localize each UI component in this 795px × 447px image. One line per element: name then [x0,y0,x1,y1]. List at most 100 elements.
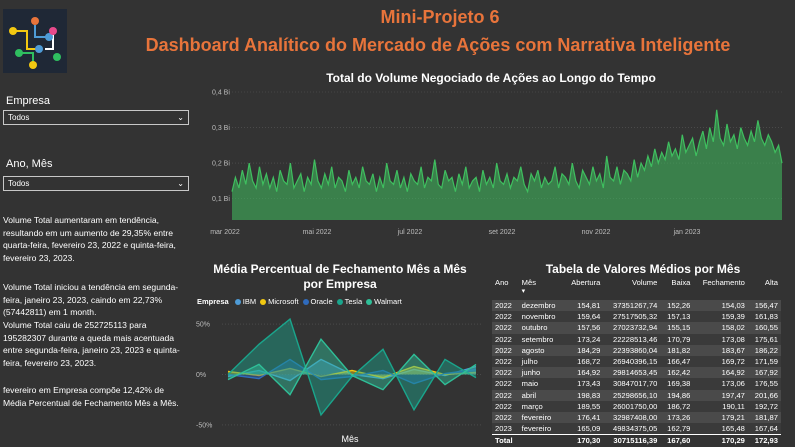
table-cell: 162,79 [660,423,694,435]
table-cell: fevereiro [518,423,564,435]
logo [3,9,67,73]
table-row[interactable]: 2023 fevereiro 165,09 49834375,05 162,79 165,… [492,423,781,435]
table-cell: 159,39 [693,311,748,323]
table-cell: 189,55 [563,400,604,412]
table-row[interactable]: 2022 março 189,55 26001750,00 186,72 190,11 19… [492,400,781,412]
table-row[interactable]: 2022 julho 168,72 26940396,15 166,47 169,72 17… [492,355,781,368]
table-cell: 171,59 [747,355,781,368]
table-row[interactable]: 2022 agosto 184,29 22393860,04 181,82 183,67 1… [492,344,781,356]
table-cell: 2022 [492,367,519,379]
pct-chart-title-line2: por Empresa [303,277,377,291]
table-cell: fevereiro [518,411,564,424]
ano-mes-filter-value: Todos [8,179,30,188]
table-total-cell: 30715116,39 [603,434,661,446]
pct-area-chart: 50% 0% -50% [196,317,482,429]
volume-chart-title: Total do Volume Negociado de Ações ao Lo… [326,71,656,85]
table-cell: 159,64 [563,311,604,323]
legend-label: Oracle [310,297,333,306]
table-cell: 49834375,05 [603,423,661,435]
pct-chart-legend: Empresa IBM Microsoft Oracle Tesla Walmart [197,297,402,306]
table-column-header[interactable]: Alta [764,278,778,287]
table-row[interactable]: 2022 novembro 159,64 27517505,32 157,13 159,3… [492,311,781,323]
pct-series-area [228,319,476,415]
table-total-cell: 172,93 [747,434,781,446]
volume-x-tick-label: mai 2022 [303,229,332,236]
table-cell: março [518,400,564,412]
volume-x-tick-label: set 2022 [489,229,516,236]
ano-mes-filter-dropdown[interactable]: Todos ⌄ [3,176,189,191]
table-column-header[interactable]: Mês ▾ [519,276,564,300]
table-cell: 183,67 [693,344,748,356]
table-cell: 25298656,10 [603,389,661,401]
legend-label: Tesla [344,297,363,306]
table-cell: 173,43 [563,378,604,390]
table-cell: 186,72 [660,400,694,412]
chevron-down-icon: ⌄ [177,113,184,122]
table-row[interactable]: 2022 setembro 173,24 22228513,46 170,79 173,0… [492,333,781,345]
table-cell: 26940396,15 [603,355,661,368]
table-cell: dezembro [518,300,564,312]
table-cell: 173,24 [563,333,604,345]
table-cell: 155,15 [660,322,694,334]
table-cell: 164,92 [693,367,748,379]
narrative-paragraph-2: Volume Total iniciou a tendência em segu… [3,282,179,318]
table-row[interactable]: 2022 junho 164,92 29814653,45 162,42 164,92 16… [492,367,781,379]
table-cell: 170,79 [660,333,694,345]
legend-item[interactable]: IBM [231,297,256,306]
table-cell: 157,56 [563,322,604,334]
table-cell: 201,66 [747,389,781,401]
table-cell: 184,29 [563,344,604,356]
legend-item[interactable]: Microsoft [256,297,299,306]
table-row[interactable]: 2022 outubro 157,56 27023732,94 155,15 158,02… [492,322,781,334]
volume-x-tick-label: jul 2022 [397,229,423,236]
table-cell: 2022 [492,355,519,368]
table-cell: 27023732,94 [603,322,661,334]
table-cell: 173,06 [693,378,748,390]
table-cell: 2022 [492,344,519,356]
table-cell: 186,22 [747,344,781,356]
table-cell: agosto [518,344,564,356]
table-cell: 181,82 [660,344,694,356]
legend-label: Walmart [374,297,402,306]
narrative-paragraph-1: Volume Total aumentaram em tendência, re… [3,215,176,263]
pct-chart-xlabel: Mês [341,434,359,444]
table-column-header[interactable]: Fechamento [702,278,745,287]
table-column-header[interactable]: Baixa [671,278,691,287]
table-cell: 176,55 [747,378,781,390]
table-cell: 2022 [492,322,519,334]
avg-values-table[interactable]: Ano Mês ▾ Abertura Volume Baixa Fechamento Alta… [492,276,781,446]
table-cell: 176,41 [563,411,604,424]
pct-series-line [227,317,477,417]
table-cell: outubro [518,322,564,334]
pct-y-tick-label: 50% [196,322,210,329]
legend-dot-icon [234,299,241,305]
table-row[interactable]: 2022 dezembro 154,81 37351267,74 152,26 154,0… [492,300,781,312]
pct-series-area [228,359,476,381]
legend-item[interactable]: Walmart [362,297,402,306]
table-row[interactable]: 2022 maio 173,43 30847017,70 169,38 173,06 176… [492,378,781,390]
volume-x-tick-label: mar 2022 [210,229,240,236]
table-cell: 2022 [492,389,519,401]
table-row[interactable]: 2022 abril 198,83 25298656,10 194,86 197,47 20… [492,389,781,401]
table-column-header[interactable]: Ano [495,278,509,287]
legend-item[interactable]: Tesla [333,297,363,306]
table-cell: 165,48 [693,423,748,435]
table-total-cell: Total [492,434,519,446]
volume-y-tick-label: 0,1 Bi [212,196,230,203]
table-cell: 32987408,00 [603,411,661,424]
volume-area-chart: 0,4 Bi 0,3 Bi 0,2 Bi 0,1 Bi mar 2022 mai 2022… [210,90,783,236]
table-column-header[interactable]: Volume [631,278,658,287]
pct-series-line [227,337,477,396]
table-column-header[interactable]: Abertura [571,278,601,287]
pct-chart-title-line1: Média Percentual de Fechamento Mês a Mês [213,262,467,276]
table-cell: 165,09 [563,423,604,435]
table-cell: 179,21 [693,411,748,424]
table-cell: 166,47 [660,355,694,368]
table-cell: 22228513,46 [603,333,661,345]
table-cell: 2022 [492,378,519,390]
legend-label: Microsoft [268,297,299,306]
empresa-filter-value: Todos [8,113,30,122]
legend-item[interactable]: Oracle [299,297,333,306]
empresa-filter-dropdown[interactable]: Todos ⌄ [3,110,189,125]
table-row[interactable]: 2022 fevereiro 176,41 32987408,00 173,26 179,… [492,411,781,424]
